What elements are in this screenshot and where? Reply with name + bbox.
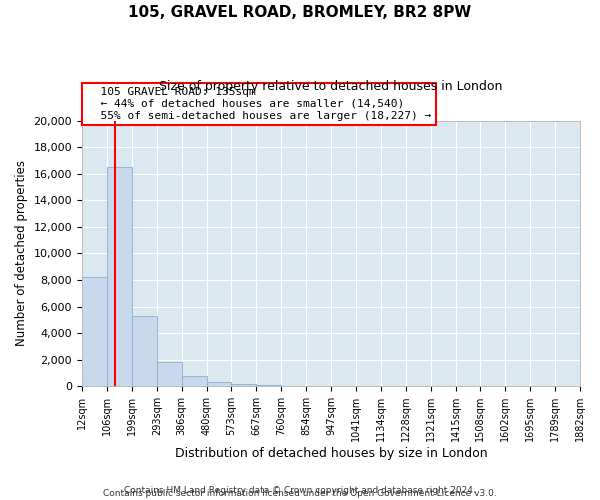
Text: 105, GRAVEL ROAD, BROMLEY, BR2 8PW: 105, GRAVEL ROAD, BROMLEY, BR2 8PW [128,5,472,20]
Y-axis label: Number of detached properties: Number of detached properties [15,160,28,346]
Bar [206,382,232,386]
Title: Size of property relative to detached houses in London: Size of property relative to detached ho… [159,80,503,93]
Bar [182,376,206,386]
Bar [232,384,256,386]
Bar [107,167,132,386]
Text: Contains public sector information licensed under the Open Government Licence v3: Contains public sector information licen… [103,488,497,498]
Bar [132,316,157,386]
Bar [157,362,182,386]
Bar [256,385,281,386]
Text: Contains HM Land Registry data © Crown copyright and database right 2024.: Contains HM Land Registry data © Crown c… [124,486,476,495]
Bar [82,278,107,386]
Text: 105 GRAVEL ROAD: 135sqm
  ← 44% of detached houses are smaller (14,540)
  55% of: 105 GRAVEL ROAD: 135sqm ← 44% of detache… [87,88,431,120]
X-axis label: Distribution of detached houses by size in London: Distribution of detached houses by size … [175,447,487,460]
